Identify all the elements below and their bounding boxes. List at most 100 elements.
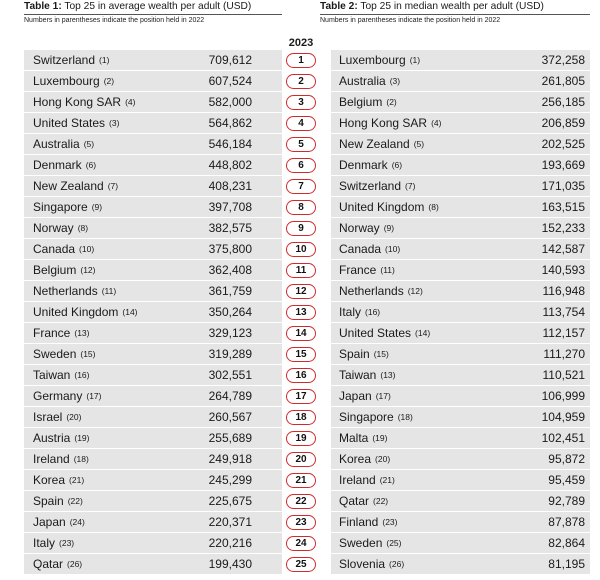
country-name: Taiwan: [339, 368, 377, 382]
table-row: Belgium (12) 362,408: [24, 260, 282, 281]
rank-cell: 1: [282, 50, 320, 71]
rank-cell: 8: [282, 197, 320, 218]
rank-cell: 15: [282, 344, 320, 365]
rank-badge: 4: [286, 116, 316, 131]
table-row: France (11) 140,593: [331, 260, 590, 281]
previous-position: (12): [407, 286, 423, 296]
wealth-value: 362,408: [208, 263, 252, 277]
table-row: Ireland (18) 249,918: [24, 449, 282, 470]
table-row: Qatar (26) 199,430: [24, 554, 282, 575]
table-row: Israel (20) 260,567: [24, 407, 282, 428]
country-name: Germany: [33, 389, 83, 403]
rank-cell: 4: [282, 113, 320, 134]
rank-badge: 3: [286, 95, 316, 110]
table1-label: Table 1:: [24, 1, 62, 12]
previous-position: (11): [101, 286, 117, 296]
previous-position: (5): [413, 139, 425, 149]
previous-position: (9): [91, 202, 103, 212]
country-name: Spain: [33, 494, 64, 508]
wealth-value: 255,689: [208, 431, 252, 445]
country-name: Taiwan: [33, 368, 71, 382]
country-name: Luxembourg: [339, 53, 406, 67]
rank-badge: 10: [286, 242, 316, 257]
wealth-value: 329,123: [208, 326, 252, 340]
rank-cell: 25: [282, 554, 320, 575]
rank-cell: 2: [282, 71, 320, 92]
previous-position: (25): [386, 538, 402, 548]
rank-badge: 5: [286, 137, 316, 152]
table-row: Denmark (6) 193,669: [331, 155, 590, 176]
table-row: United States (14) 112,157: [331, 323, 590, 344]
table-row: New Zealand (7) 408,231: [24, 176, 282, 197]
country-name: United States: [33, 116, 106, 130]
wealth-value: 199,430: [208, 557, 252, 571]
table-row: Hong Kong SAR (4) 206,859: [331, 113, 590, 134]
country-name: Japan: [339, 389, 372, 403]
rank-cell: 22: [282, 491, 320, 512]
rank-badge: 14: [286, 326, 316, 341]
rank-column: 1 2 3 4 5 6 7 8 9 10 11 12 13 14 15 16 17 18 19 20 21 22 23 24 2…: [282, 50, 320, 575]
rank-badge: 15: [286, 347, 316, 362]
table1-title: Table 1: Top 25 in average wealth per ad…: [24, 0, 282, 13]
previous-position: (20): [66, 412, 82, 422]
table-row: Finland (23) 87,878: [331, 512, 590, 533]
rank-badge: 19: [286, 431, 316, 446]
rank-cell: 6: [282, 155, 320, 176]
previous-position: (17): [86, 391, 102, 401]
table-row: United Kingdom (8) 163,515: [331, 197, 590, 218]
wealth-value: 110,521: [542, 368, 586, 382]
country-name: Hong Kong SAR: [33, 95, 122, 109]
table2-note: Numbers in parentheses indicate the posi…: [320, 17, 501, 24]
wealth-value: 302,551: [208, 368, 252, 382]
previous-position: (18): [73, 454, 89, 464]
previous-position: (13): [380, 370, 396, 380]
country-name: Austria: [33, 431, 71, 445]
country-name: New Zealand: [339, 137, 410, 151]
country-name: Ireland: [339, 473, 376, 487]
country-name: United States: [339, 326, 412, 340]
wealth-value: 607,524: [208, 74, 252, 88]
wealth-value: 319,289: [208, 347, 252, 361]
previous-position: (26): [67, 559, 83, 569]
previous-position: (17): [375, 391, 391, 401]
wealth-value: 382,575: [208, 221, 252, 235]
previous-position: (10): [385, 244, 401, 254]
country-name: Denmark: [339, 158, 388, 172]
country-name: Belgium: [339, 95, 383, 109]
country-name: Malta: [339, 431, 369, 445]
country-name: Italy: [33, 536, 56, 550]
table-row: Austria (19) 255,689: [24, 428, 282, 449]
country-name: Australia: [339, 74, 386, 88]
previous-position: (22): [67, 496, 83, 506]
previous-position: (18): [397, 412, 413, 422]
rank-badge: 2: [286, 74, 316, 89]
table-row: Korea (21) 245,299: [24, 470, 282, 491]
wealth-value: 111,270: [543, 347, 585, 361]
rank-cell: 10: [282, 239, 320, 260]
table-row: Norway (8) 382,575: [24, 218, 282, 239]
rank-badge: 6: [286, 158, 316, 173]
previous-position: (6): [85, 160, 97, 170]
country-name: Italy: [339, 305, 362, 319]
previous-position: (5): [83, 139, 95, 149]
wealth-value: 113,754: [542, 305, 586, 319]
previous-position: (9): [383, 223, 395, 233]
table1-note: Numbers in parentheses indicate the posi…: [24, 17, 205, 24]
country-name: United Kingdom: [339, 200, 425, 214]
country-name: Denmark: [33, 158, 82, 172]
country-name: Korea: [339, 452, 372, 466]
country-name: Singapore: [339, 410, 394, 424]
country-name: Netherlands: [339, 284, 404, 298]
previous-position: (19): [372, 433, 388, 443]
country-name: Luxembourg: [33, 74, 100, 88]
rank-cell: 12: [282, 281, 320, 302]
country-name: Korea: [33, 473, 66, 487]
table-row: Sweden (25) 82,864: [331, 533, 590, 554]
country-name: Ireland: [33, 452, 70, 466]
wealth-value: 361,759: [208, 284, 252, 298]
table-row: Norway (9) 152,233: [331, 218, 590, 239]
table-row: Spain (22) 225,675: [24, 491, 282, 512]
country-name: Switzerland: [33, 53, 96, 67]
year-heading: 2023: [288, 37, 314, 49]
country-name: Canada: [339, 242, 382, 256]
